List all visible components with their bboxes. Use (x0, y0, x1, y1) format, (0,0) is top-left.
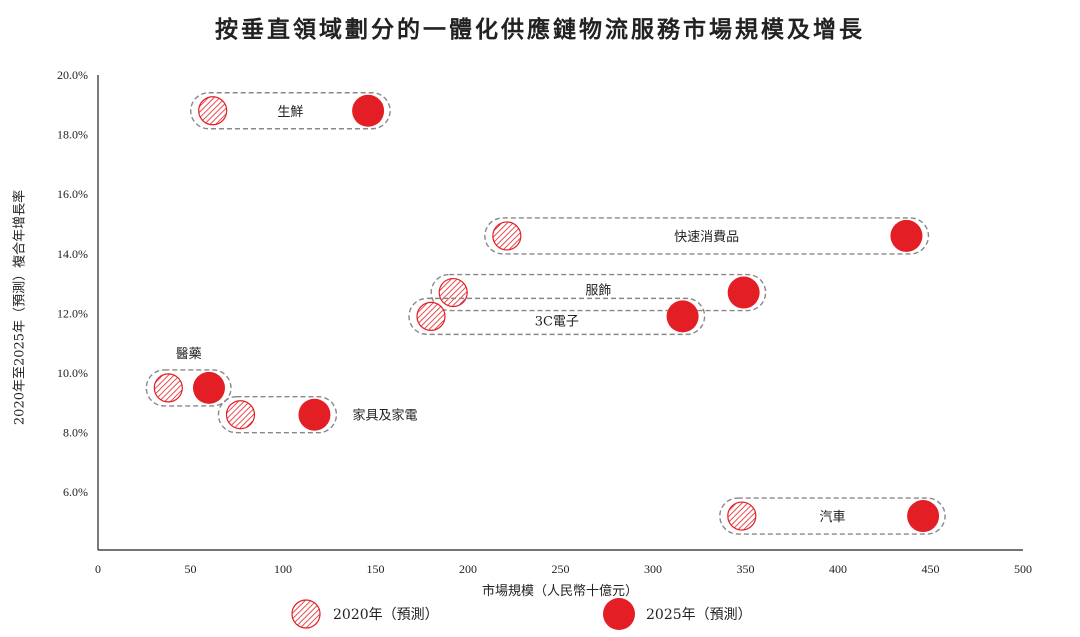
x-tick-label: 150 (367, 562, 385, 576)
x-tick-label: 200 (459, 562, 477, 576)
category-outline (189, 92, 391, 130)
category-group: 生鮮 (189, 92, 391, 130)
point-2020 (727, 501, 757, 531)
x-tick-label: 50 (185, 562, 197, 576)
category-group: 醫藥 (145, 347, 232, 407)
point-2020 (198, 96, 228, 126)
category-label: 家具及家電 (352, 408, 417, 424)
category-outline (430, 273, 767, 312)
category-label: 快速消費品 (674, 230, 739, 245)
y-tick-label: 10.0% (57, 366, 88, 380)
point-2020 (492, 221, 522, 251)
category-outline (408, 297, 706, 336)
y-tick-label: 12.0% (57, 306, 88, 320)
x-tick-label: 0 (95, 562, 101, 576)
x-tick-label: 350 (737, 562, 755, 576)
category-outline (484, 217, 930, 255)
point-2020 (438, 277, 468, 308)
y-tick-label: 18.0% (57, 128, 88, 142)
point-2020 (153, 373, 183, 403)
x-tick-label: 500 (1014, 562, 1032, 576)
legend-2025-label: 2025年（預測） (646, 607, 752, 623)
point-2025 (727, 276, 760, 309)
chart-title: 按垂直領域劃分的一體化供應鏈物流服務市場規模及增長 (215, 16, 865, 43)
y-tick-label: 20.0% (57, 68, 88, 82)
point-2025 (890, 219, 923, 252)
point-2020 (416, 301, 446, 331)
point-2025 (666, 300, 699, 333)
category-label: 生鮮 (277, 105, 303, 120)
category-group: 快速消費品 (484, 217, 930, 255)
category-label: 醫藥 (176, 347, 202, 362)
category-group: 家具及家電 (217, 396, 417, 434)
point-2025 (352, 94, 385, 127)
x-axis-label: 市場規模（人民幣十億元） (481, 584, 638, 599)
category-group: 汽車 (719, 497, 946, 535)
category-group: 服飾 (430, 273, 767, 312)
point-2020 (225, 400, 256, 430)
point-2025 (193, 371, 225, 404)
y-tick-label: 14.0% (57, 247, 88, 261)
y-tick-label: 8.0% (63, 426, 88, 440)
category-outline (719, 497, 946, 535)
category-label: 服飾 (585, 284, 611, 299)
category-outline (145, 369, 232, 407)
y-tick-label: 16.0% (57, 187, 88, 201)
y-tick-label: 6.0% (63, 485, 88, 499)
point-2025 (298, 398, 331, 431)
x-tick-label: 450 (922, 562, 940, 576)
x-tick-label: 400 (829, 562, 847, 576)
category-group: 3C電子 (408, 297, 706, 336)
category-outline (217, 396, 338, 434)
point-2025 (907, 500, 940, 533)
category-label: 3C電子 (535, 314, 579, 329)
x-tick-label: 100 (274, 562, 292, 576)
x-tick-label: 300 (644, 562, 662, 576)
x-tick-label: 250 (552, 562, 570, 576)
category-label: 汽車 (819, 510, 845, 525)
legend-2020-label: 2020年（預測） (333, 607, 439, 623)
